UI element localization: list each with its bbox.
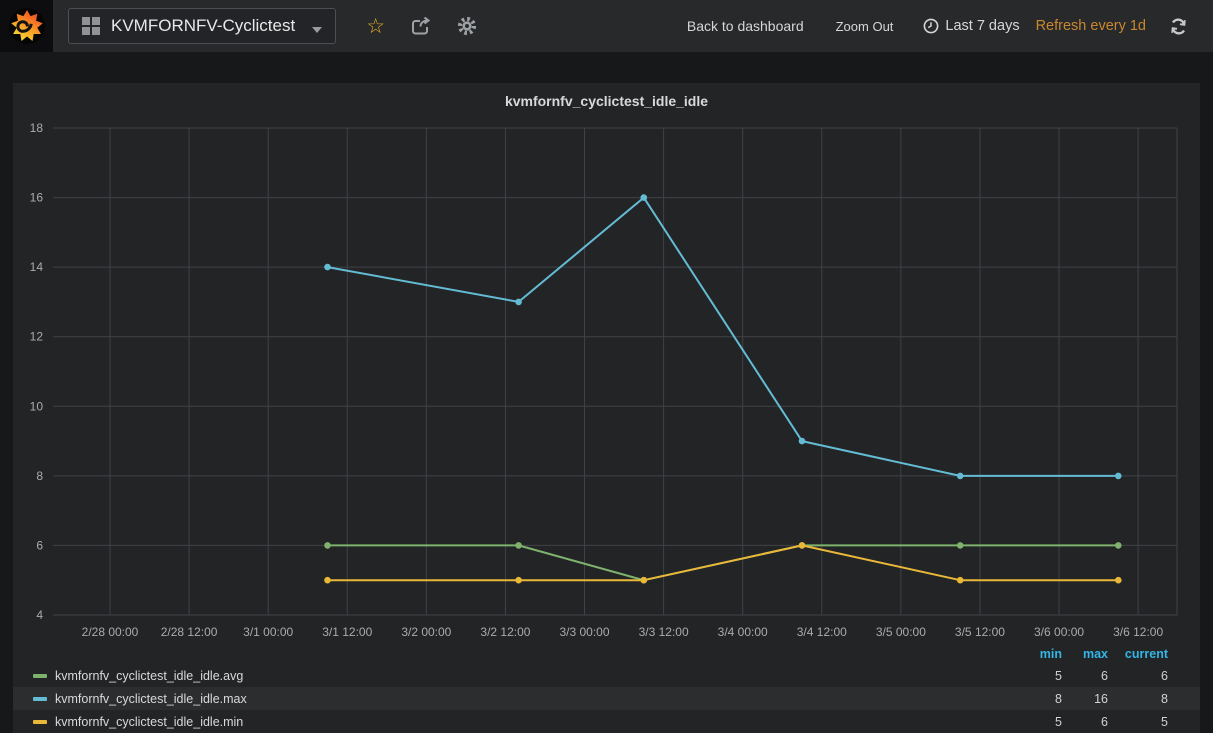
data-point-max <box>798 437 806 445</box>
legend-series-label[interactable]: kvmfornfv_cyclictest_idle_idle.max <box>55 691 247 706</box>
svg-text:3/2 00:00: 3/2 00:00 <box>401 625 451 639</box>
refresh-interval-label[interactable]: Refresh every 1d <box>1035 18 1146 34</box>
svg-text:3/2 12:00: 3/2 12:00 <box>480 625 530 639</box>
graph-panel: 4 6 8 10 12 14 16 18 2/28 00:00 2/28 12:00 3/1 00:… <box>13 83 1200 733</box>
data-point-max <box>515 298 522 306</box>
legend-swatch-icon[interactable] <box>33 719 47 724</box>
share-icon[interactable] <box>411 16 431 36</box>
svg-text:2/28 00:00: 2/28 00:00 <box>82 625 139 639</box>
svg-text:14: 14 <box>30 260 44 274</box>
data-point-max <box>1115 472 1122 480</box>
legend-header-row: min max current <box>13 643 1200 664</box>
svg-text:16: 16 <box>30 191 44 205</box>
zoom-out-button[interactable]: Zoom Out <box>835 18 894 34</box>
axis-labels: 4 6 8 10 12 14 16 18 2/28 00:00 2/28 12:00 3/1 00:… <box>30 121 1164 639</box>
svg-text:8: 8 <box>36 469 43 483</box>
legend-swatch-icon[interactable] <box>33 673 47 678</box>
legend-value-min: 8 <box>1055 691 1062 706</box>
legend-value-max: 6 <box>1101 714 1108 729</box>
legend-row: kvmfornfv_cyclictest_idle_idle.min 5 6 5 <box>13 710 1200 733</box>
data-point-avg <box>1115 542 1122 549</box>
data-point-max <box>324 263 331 271</box>
data-point-avg <box>515 542 522 549</box>
svg-text:3/6 00:00: 3/6 00:00 <box>1034 625 1084 639</box>
gear-icon[interactable] <box>457 16 477 36</box>
legend-value-min: 5 <box>1055 714 1062 729</box>
data-point-min <box>956 576 964 584</box>
legend-value-max: 16 <box>1094 691 1108 706</box>
series-min <box>324 542 1122 584</box>
data-point-min <box>640 576 648 584</box>
legend-col-min: min <box>1039 646 1062 661</box>
svg-text:3/5 12:00: 3/5 12:00 <box>955 625 1005 639</box>
svg-text:6: 6 <box>36 538 43 552</box>
grafana-logo-icon <box>8 8 45 44</box>
data-point-avg <box>956 542 964 549</box>
panel-title[interactable]: kvmfornfv_cyclictest_idle_idle <box>504 93 709 109</box>
legend-swatch-icon[interactable] <box>33 696 47 701</box>
data-point-max <box>956 472 964 480</box>
legend-series-label[interactable]: kvmfornfv_cyclictest_idle_idle.avg <box>55 668 244 683</box>
back-to-dashboard-link[interactable]: Back to dashboard <box>686 18 804 34</box>
svg-text:3/6 12:00: 3/6 12:00 <box>1113 625 1163 639</box>
legend-series-label[interactable]: kvmfornfv_cyclictest_idle_idle.min <box>55 714 244 729</box>
legend-col-max: max <box>1082 646 1108 661</box>
dashboard-title: KVMFORNFV-Cyclictest <box>111 16 296 35</box>
legend-value-current: 8 <box>1161 691 1168 706</box>
svg-text:3/5 00:00: 3/5 00:00 <box>876 625 926 639</box>
time-range-label: Last 7 days <box>945 18 1020 34</box>
data-point-min <box>1115 576 1122 584</box>
svg-text:3/1 12:00: 3/1 12:00 <box>322 625 372 639</box>
star-icon[interactable]: ☆ <box>366 14 386 38</box>
time-range-picker[interactable]: Last 7 days <box>923 18 1020 34</box>
refresh-icon[interactable] <box>1170 17 1187 35</box>
svg-text:3/4 12:00: 3/4 12:00 <box>797 625 847 639</box>
caret-down-icon <box>312 27 323 33</box>
legend-value-current: 6 <box>1161 668 1168 683</box>
chart-canvas[interactable]: 4 6 8 10 12 14 16 18 2/28 00:00 2/28 12:00 3/1 00:… <box>13 83 1200 643</box>
legend-row: kvmfornfv_cyclictest_idle_idle.max 8 16 8 <box>13 687 1200 710</box>
legend-value-max: 6 <box>1101 668 1108 683</box>
svg-text:18: 18 <box>30 121 44 135</box>
top-navbar: KVMFORNFV-Cyclictest ☆ Back to dashboard… <box>0 0 1213 52</box>
svg-text:10: 10 <box>30 399 44 413</box>
grid-lines <box>53 127 1178 616</box>
data-point-avg <box>324 542 331 549</box>
svg-text:3/1 00:00: 3/1 00:00 <box>243 625 293 639</box>
svg-text:12: 12 <box>30 330 44 344</box>
data-point-max <box>640 194 648 201</box>
data-point-min <box>324 576 331 584</box>
svg-text:3/3 00:00: 3/3 00:00 <box>559 625 609 639</box>
clock-icon <box>924 18 939 34</box>
svg-text:3/3 12:00: 3/3 12:00 <box>639 625 689 639</box>
svg-text:4: 4 <box>36 608 43 622</box>
legend-value-current: 5 <box>1161 714 1168 729</box>
data-point-min <box>515 576 522 584</box>
legend-table: min max current kvmfornfv_cyclictest_idle_… <box>13 643 1200 733</box>
dashboards-grid-icon <box>82 17 100 35</box>
data-point-min <box>798 542 806 549</box>
svg-text:3/4 00:00: 3/4 00:00 <box>718 625 768 639</box>
legend-col-current: current <box>1124 646 1168 661</box>
legend-row: kvmfornfv_cyclictest_idle_idle.avg 5 6 6 <box>13 664 1200 687</box>
svg-text:2/28 12:00: 2/28 12:00 <box>161 625 218 639</box>
legend-value-min: 5 <box>1055 668 1062 683</box>
dashboard-selector-button[interactable]: KVMFORNFV-Cyclictest <box>68 8 337 44</box>
series-max <box>324 194 1122 480</box>
grafana-logo[interactable] <box>0 0 53 52</box>
